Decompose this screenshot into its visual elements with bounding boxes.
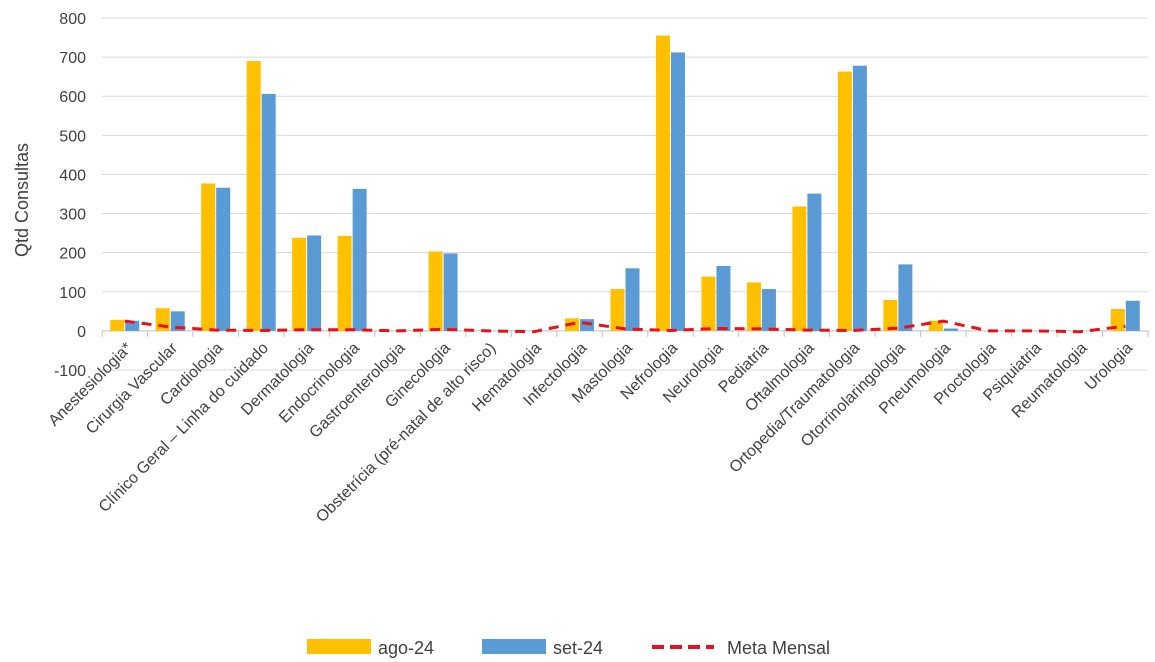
category-label: Clínico Geral – Linha do cuidado <box>96 340 272 516</box>
bar-ago-24-3 <box>246 61 261 331</box>
bar-ago-24-0 <box>110 319 125 331</box>
bar-set-24-15 <box>807 193 822 331</box>
bar-set-24-3 <box>261 93 276 331</box>
legend-swatch-set-24 <box>482 639 546 654</box>
bar-set-24-13 <box>716 265 731 331</box>
bar-set-24-5 <box>352 188 367 331</box>
bar-ago-24-16 <box>837 71 852 331</box>
y-tick-label: 800 <box>59 11 86 28</box>
bar-set-24-22 <box>1125 300 1140 331</box>
y-tick-label: 600 <box>59 89 86 106</box>
y-tick-label: 0 <box>77 324 86 341</box>
meta-mensal-line <box>124 319 1126 334</box>
category-label: Urologia <box>1082 340 1136 394</box>
bar-ago-24-11 <box>610 289 625 331</box>
meta-line <box>124 319 1126 334</box>
bar-set-24-0 <box>125 320 140 331</box>
bar-ago-24-4 <box>292 237 307 331</box>
legend: ago-24 set-24 Meta Mensal <box>307 638 830 658</box>
y-tick-label: 400 <box>59 167 86 184</box>
legend-label-meta-mensal: Meta Mensal <box>727 638 830 658</box>
bar-set-24-18 <box>943 328 958 331</box>
bar-set-24-2 <box>216 187 231 331</box>
legend-label-set-24: set-24 <box>553 638 603 658</box>
y-tick-label: 200 <box>59 246 86 263</box>
legend-label-ago-24: ago-24 <box>378 638 434 658</box>
bar-ago-24-14 <box>746 282 761 331</box>
bar-ago-24-18 <box>928 320 943 331</box>
y-tick-label: 500 <box>59 128 86 145</box>
bar-set-24-16 <box>852 65 867 331</box>
y-tick-label: 700 <box>59 50 86 67</box>
bar-set-24-14 <box>761 289 776 331</box>
y-axis-ticks: -100 0 100 200 300 400 500 600 700 800 <box>54 11 86 380</box>
y-axis-label: Qtd Consultas <box>12 143 32 257</box>
bar-set-24-1 <box>170 311 185 331</box>
x-axis-categories: Anestesiologia*Cirurgia VascularCardiolo… <box>46 339 1137 526</box>
bar-set-24-10 <box>580 319 595 331</box>
bar-ago-24-7 <box>428 251 443 331</box>
bar-set-24-11 <box>625 268 640 331</box>
y-tick-label: 100 <box>59 285 86 302</box>
bar-ago-24-15 <box>792 206 807 331</box>
gridlines <box>101 17 1149 371</box>
bar-set-24-4 <box>307 235 322 331</box>
category-label: Anestesiologia* <box>46 340 136 430</box>
bar-ago-24-2 <box>201 183 216 331</box>
y-tick-label: -100 <box>54 363 86 380</box>
bar-set-24-12 <box>670 52 685 331</box>
bar-set-24-7 <box>443 253 458 331</box>
bar-ago-24-13 <box>701 276 716 331</box>
bars <box>110 35 1140 331</box>
bar-ago-24-22 <box>1110 308 1125 331</box>
legend-swatch-ago-24 <box>307 639 371 654</box>
bar-ago-24-5 <box>337 235 352 331</box>
y-tick-label: 300 <box>59 207 86 224</box>
category-label: Endocrinologia <box>276 340 363 427</box>
bar-ago-24-17 <box>883 299 898 331</box>
bar-set-24-17 <box>898 264 913 331</box>
bar-ago-24-12 <box>655 35 670 331</box>
